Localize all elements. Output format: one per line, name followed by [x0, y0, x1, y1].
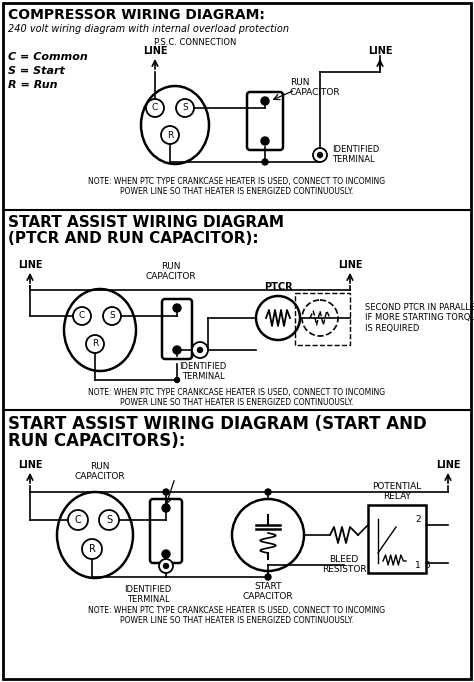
Circle shape: [68, 510, 88, 530]
Circle shape: [173, 304, 181, 312]
Text: S: S: [109, 312, 115, 321]
Text: (PTCR AND RUN CAPACITOR):: (PTCR AND RUN CAPACITOR):: [8, 231, 259, 246]
Text: START ASSIST WIRING DIAGRAM (START AND: START ASSIST WIRING DIAGRAM (START AND: [8, 415, 427, 433]
Circle shape: [174, 378, 180, 383]
Text: C = Common: C = Common: [8, 52, 88, 62]
Text: 5: 5: [424, 561, 430, 570]
Text: IDENTIFIED
TERMINAL: IDENTIFIED TERMINAL: [124, 585, 172, 604]
Circle shape: [198, 348, 202, 353]
Circle shape: [302, 300, 338, 336]
Text: BLEED
RESISTOR: BLEED RESISTOR: [322, 555, 366, 574]
Text: P.S.C. CONNECTION: P.S.C. CONNECTION: [154, 38, 236, 47]
Circle shape: [318, 153, 322, 158]
Circle shape: [159, 559, 173, 573]
Circle shape: [256, 296, 300, 340]
Circle shape: [265, 574, 271, 580]
Circle shape: [73, 307, 91, 325]
Text: R: R: [167, 130, 173, 140]
Bar: [368, 505, 426, 573]
Ellipse shape: [141, 86, 209, 164]
Text: R: R: [89, 544, 95, 554]
Circle shape: [162, 550, 170, 558]
Text: IDENTIFIED
TERMINAL: IDENTIFIED TERMINAL: [332, 145, 379, 164]
Text: LINE: LINE: [143, 46, 167, 56]
Text: SECOND PTCR IN PARALLEL
IF MORE STARTING TORQUE
IS REQUIRED: SECOND PTCR IN PARALLEL IF MORE STARTING…: [365, 303, 474, 333]
FancyBboxPatch shape: [162, 299, 192, 359]
Text: LINE: LINE: [18, 260, 42, 270]
Text: C: C: [74, 515, 82, 525]
Circle shape: [265, 489, 271, 495]
Text: POTENTIAL
RELAY: POTENTIAL RELAY: [373, 482, 422, 501]
Text: START
CAPACITOR: START CAPACITOR: [243, 582, 293, 602]
Circle shape: [173, 346, 181, 354]
Circle shape: [261, 97, 269, 105]
Text: IDENTIFIED
TERMINAL: IDENTIFIED TERMINAL: [179, 362, 227, 381]
Text: START ASSIST WIRING DIAGRAM: START ASSIST WIRING DIAGRAM: [8, 215, 284, 230]
Text: S: S: [182, 104, 188, 113]
Circle shape: [164, 563, 168, 569]
Text: R = Run: R = Run: [8, 80, 57, 90]
Text: jimsrepairshop.com: jimsrepairshop.com: [91, 293, 383, 449]
Text: LINE: LINE: [436, 460, 460, 470]
Text: LINE: LINE: [368, 46, 392, 56]
Circle shape: [163, 489, 169, 495]
FancyBboxPatch shape: [150, 499, 182, 563]
Circle shape: [176, 99, 194, 117]
Circle shape: [232, 499, 304, 571]
Text: S = Start: S = Start: [8, 66, 65, 76]
Text: S: S: [106, 515, 112, 525]
Text: RUN
CAPACITOR: RUN CAPACITOR: [75, 462, 125, 481]
Circle shape: [192, 342, 208, 358]
Circle shape: [261, 137, 269, 145]
Text: NOTE: WHEN PTC TYPE CRANKCASE HEATER IS USED, CONNECT TO INCOMING
POWER LINE SO : NOTE: WHEN PTC TYPE CRANKCASE HEATER IS …: [89, 177, 385, 196]
FancyBboxPatch shape: [247, 92, 283, 150]
Text: 2: 2: [415, 515, 421, 524]
Text: C: C: [152, 104, 158, 113]
Circle shape: [86, 335, 104, 353]
Text: 240 volt wiring diagram with internal overload protection: 240 volt wiring diagram with internal ov…: [8, 24, 289, 34]
Text: R: R: [92, 340, 98, 349]
Text: 1: 1: [415, 561, 421, 570]
Circle shape: [262, 159, 268, 165]
Text: COMPRESSOR WIRING DIAGRAM:: COMPRESSOR WIRING DIAGRAM:: [8, 8, 265, 22]
Ellipse shape: [57, 492, 133, 578]
Circle shape: [82, 539, 102, 559]
Text: RUN CAPACITORS):: RUN CAPACITORS):: [8, 432, 185, 450]
Text: RUN
CAPACITOR: RUN CAPACITOR: [146, 262, 196, 282]
Bar: [295, 293, 350, 345]
Text: LINE: LINE: [18, 460, 42, 470]
Text: PTCR: PTCR: [264, 282, 292, 292]
Circle shape: [162, 504, 170, 512]
Text: RUN
CAPACITOR: RUN CAPACITOR: [290, 78, 341, 98]
Circle shape: [161, 126, 179, 144]
Ellipse shape: [64, 289, 136, 371]
Circle shape: [313, 148, 327, 162]
Text: NOTE: WHEN PTC TYPE CRANKCASE HEATER IS USED, CONNECT TO INCOMING
POWER LINE SO : NOTE: WHEN PTC TYPE CRANKCASE HEATER IS …: [89, 606, 385, 625]
Circle shape: [103, 307, 121, 325]
Circle shape: [146, 99, 164, 117]
Text: LINE: LINE: [338, 260, 362, 270]
Text: C: C: [79, 312, 85, 321]
Circle shape: [99, 510, 119, 530]
Text: NOTE: WHEN PTC TYPE CRANKCASE HEATER IS USED, CONNECT TO INCOMING
POWER LINE SO : NOTE: WHEN PTC TYPE CRANKCASE HEATER IS …: [89, 388, 385, 407]
